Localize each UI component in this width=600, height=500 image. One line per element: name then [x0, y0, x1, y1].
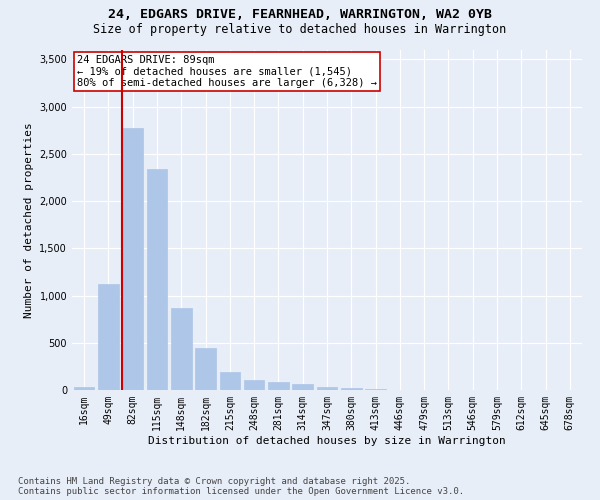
Text: 24 EDGARS DRIVE: 89sqm
← 19% of detached houses are smaller (1,545)
80% of semi-: 24 EDGARS DRIVE: 89sqm ← 19% of detached…: [77, 55, 377, 88]
Bar: [146, 169, 167, 390]
Text: Size of property relative to detached houses in Warrington: Size of property relative to detached ho…: [94, 22, 506, 36]
Bar: [122, 128, 143, 390]
Y-axis label: Number of detached properties: Number of detached properties: [24, 122, 34, 318]
X-axis label: Distribution of detached houses by size in Warrington: Distribution of detached houses by size …: [148, 436, 506, 446]
Bar: [341, 388, 362, 390]
Bar: [317, 387, 337, 390]
Bar: [220, 372, 240, 390]
Bar: [171, 308, 191, 390]
Bar: [98, 284, 119, 390]
Bar: [292, 384, 313, 390]
Bar: [195, 348, 216, 390]
Text: Contains HM Land Registry data © Crown copyright and database right 2025.
Contai: Contains HM Land Registry data © Crown c…: [18, 476, 464, 496]
Bar: [365, 389, 386, 390]
Bar: [268, 382, 289, 390]
Text: 24, EDGARS DRIVE, FEARNHEAD, WARRINGTON, WA2 0YB: 24, EDGARS DRIVE, FEARNHEAD, WARRINGTON,…: [108, 8, 492, 20]
Bar: [244, 380, 265, 390]
Bar: [74, 387, 94, 390]
